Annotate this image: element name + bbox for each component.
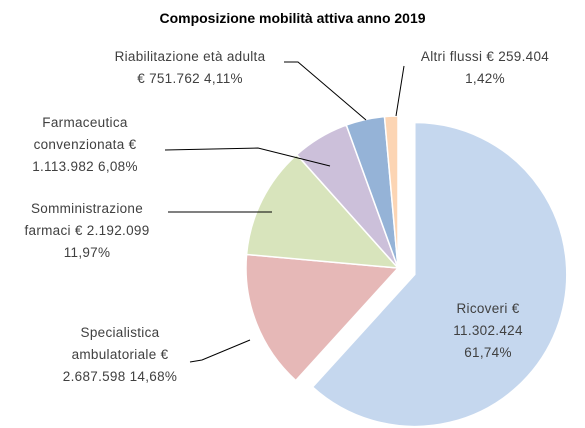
leader-line (189, 339, 251, 363)
value-label: 1.113.982 (32, 159, 94, 174)
value-label: 2.687.598 (62, 369, 126, 384)
percentage-label: 14,68% (129, 369, 178, 384)
slice-label: Specialistica ambulatoriale €2.687.598 1… (50, 322, 190, 388)
pie-slice (383, 115, 399, 269)
slice-label: Ricoveri €11.302.424 61,74% (438, 298, 538, 364)
leader-line (284, 61, 367, 121)
currency: € (137, 71, 145, 86)
slice-label: Farmaceutica convenzionata €1.113.982 6,… (15, 112, 155, 178)
percentage-label: 4,11% (204, 71, 243, 86)
category-name: Riabilitazione età adulta (114, 49, 266, 64)
currency: € (74, 223, 83, 238)
category-name: Specialistica ambulatoriale (71, 325, 160, 362)
leader-line (164, 147, 331, 167)
currency: € (486, 49, 495, 64)
leader-line (395, 65, 405, 117)
category-name: Ricoveri (456, 301, 508, 316)
percentage-label: 11,97% (63, 245, 111, 260)
category-name: Altri flussi (420, 49, 483, 64)
category-name: Somministrazione farmaci (24, 201, 144, 238)
slice-label: Altri flussi € 259.404 1,42% (400, 46, 570, 90)
percentage-label: 61,74% (464, 345, 512, 360)
percentage-label: 6,08% (98, 159, 138, 174)
currency: € (128, 137, 137, 152)
category-name: Farmaceutica convenzionata (33, 115, 128, 152)
value-label: 259.404 (498, 49, 550, 64)
pie-slice (311, 121, 568, 428)
percentage-label: 1,42% (465, 71, 505, 86)
value-label: 751.762 (149, 71, 200, 86)
value-label: 2.192.099 (86, 223, 150, 238)
slice-label: Riabilitazione età adulta € 751.762 4,11% (80, 46, 300, 90)
pie-slice (245, 253, 400, 382)
slice-label: Somministrazione farmaci € 2.192.099 11,9… (8, 198, 166, 264)
value-label: 11.302.424 (453, 323, 523, 338)
currency: € (160, 347, 169, 362)
chart-title: Composizione mobilità attiva anno 2019 (159, 10, 426, 26)
currency: € (511, 301, 520, 316)
pie-slice (245, 153, 400, 269)
